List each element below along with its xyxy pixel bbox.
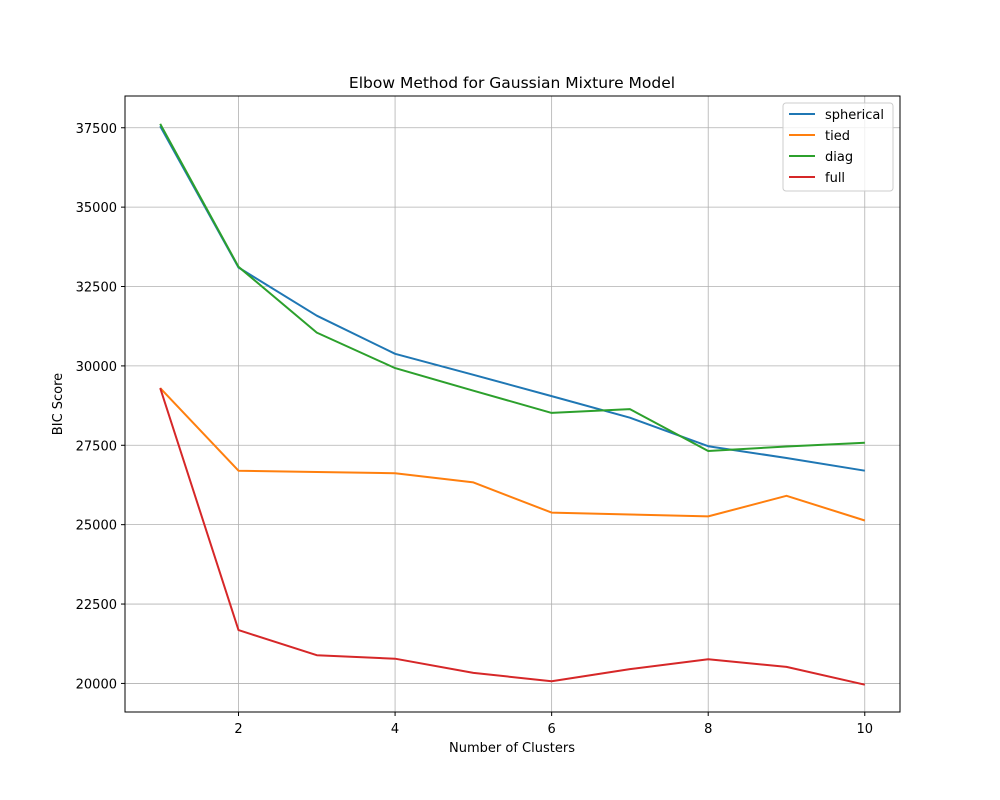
y-tick-label: 20000 <box>76 677 117 692</box>
y-tick-label: 37500 <box>76 122 117 137</box>
y-axis-label: BIC Score <box>51 373 66 435</box>
x-tick-label: 6 <box>548 722 556 737</box>
series-line-spherical <box>159 125 865 472</box>
x-tick-label: 4 <box>391 722 399 737</box>
x-tick-label: 10 <box>856 722 873 737</box>
y-tick-label: 35000 <box>76 201 117 216</box>
series-line-diag <box>159 123 865 452</box>
series-line-full <box>159 387 866 686</box>
x-tick-label: 2 <box>234 722 242 737</box>
legend-box <box>782 102 894 192</box>
y-tick-label: 22500 <box>76 598 117 613</box>
y-axis-ticks: 20000 22500 25000 27500 30000 32500 35000 37500 <box>76 122 125 692</box>
series-lines <box>159 123 866 686</box>
x-axis-label: Number of Clusters <box>449 741 575 756</box>
series-line-tied <box>159 387 866 522</box>
legend-label-full: full <box>825 171 845 186</box>
x-axis-ticks: 2 4 6 8 10 <box>234 712 873 737</box>
y-tick-label: 32500 <box>76 281 117 296</box>
y-tick-label: 25000 <box>76 519 117 534</box>
y-tick-label: 30000 <box>76 360 117 375</box>
grid <box>125 96 900 712</box>
legend-label-diag: diag <box>825 150 853 165</box>
x-tick-label: 8 <box>704 722 712 737</box>
y-tick-label: 27500 <box>76 439 117 454</box>
chart-title: Elbow Method for Gaussian Mixture Model <box>349 74 675 92</box>
legend: spherical tied diag full <box>782 102 894 192</box>
plot-frame <box>124 95 901 713</box>
legend-label-spherical: spherical <box>825 108 884 123</box>
legend-label-tied: tied <box>825 129 850 144</box>
